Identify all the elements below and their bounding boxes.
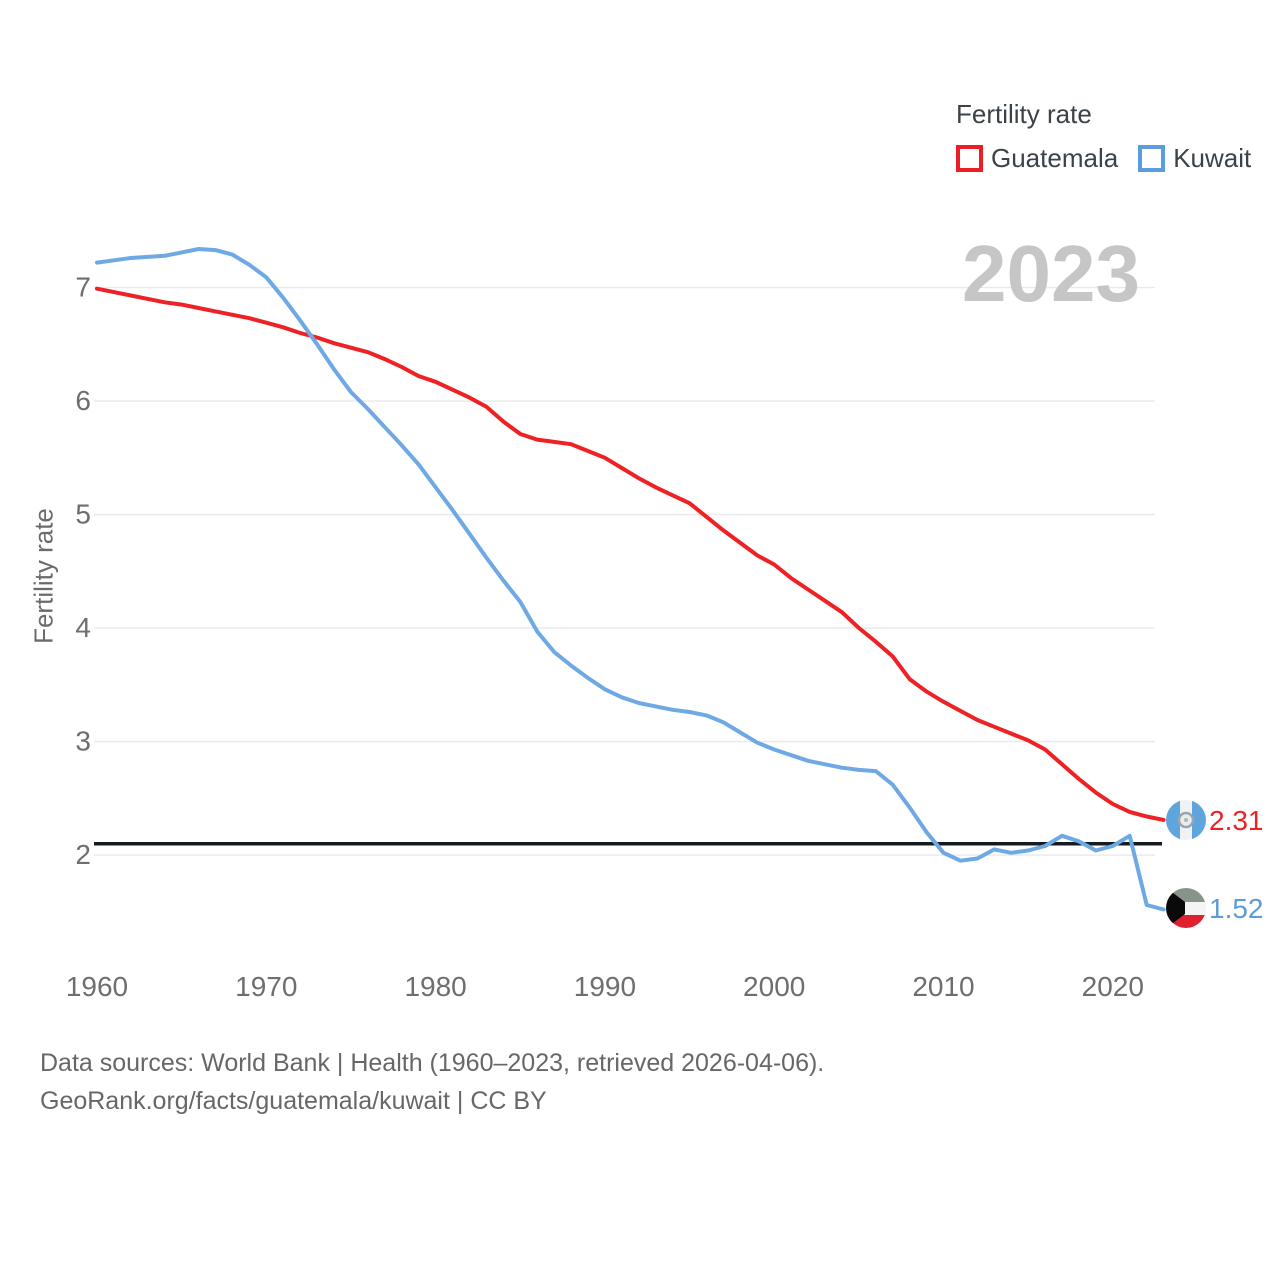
guatemala-line[interactable] bbox=[95, 286, 1166, 822]
legend-label-guatemala: Guatemala bbox=[991, 143, 1119, 173]
y-tick-label-4: 4 bbox=[75, 612, 91, 643]
legend: Fertility rate Guatemala Kuwait bbox=[956, 99, 1271, 174]
x-tick-label-2000: 2000 bbox=[743, 971, 805, 1002]
legend-swatch-kuwait bbox=[1138, 145, 1166, 172]
legend-label-kuwait: Kuwait bbox=[1173, 143, 1252, 173]
kuwait-flag-icon bbox=[1166, 888, 1206, 928]
y-tick-label-6: 6 bbox=[75, 385, 91, 416]
y-tick-label-5: 5 bbox=[75, 499, 91, 530]
source-line-1: Data sources: World Bank | Health (1960–… bbox=[40, 1049, 825, 1077]
x-tick-label-1960: 1960 bbox=[66, 971, 128, 1002]
source-attribution: Data sources: World Bank | Health (1960–… bbox=[40, 1044, 824, 1120]
x-tick-label-1970: 1970 bbox=[235, 971, 297, 1002]
gridlines bbox=[94, 286, 1155, 856]
legend-title: Fertility rate bbox=[956, 99, 1092, 129]
guatemala-flag-icon bbox=[1166, 800, 1206, 840]
kuwait-line[interactable] bbox=[95, 247, 1166, 912]
y-tick-label-2: 2 bbox=[75, 839, 91, 870]
y-tick-label-7: 7 bbox=[75, 272, 91, 303]
axes: 2 3 4 5 6 7 1960 1970 1980 1990 2000 2010 2020 bbox=[66, 272, 1162, 1002]
guatemala-end-value: 2.31 bbox=[1209, 805, 1264, 836]
source-line-2: GeoRank.org/facts/guatemala/kuwait | CC … bbox=[40, 1087, 547, 1115]
x-tick-label-1980: 1980 bbox=[404, 971, 466, 1002]
legend-swatch-guatemala bbox=[956, 145, 983, 172]
y-axis-title: Fertility rate bbox=[28, 508, 59, 644]
x-tick-label-2020: 2020 bbox=[1082, 971, 1144, 1002]
kuwait-end-value: 1.52 bbox=[1209, 893, 1264, 924]
data-series[interactable] bbox=[95, 247, 1166, 912]
x-tick-label-2010: 2010 bbox=[912, 971, 974, 1002]
y-tick-label-3: 3 bbox=[75, 726, 91, 757]
x-tick-label-1990: 1990 bbox=[574, 971, 636, 1002]
year-watermark: 2023 bbox=[962, 229, 1140, 318]
